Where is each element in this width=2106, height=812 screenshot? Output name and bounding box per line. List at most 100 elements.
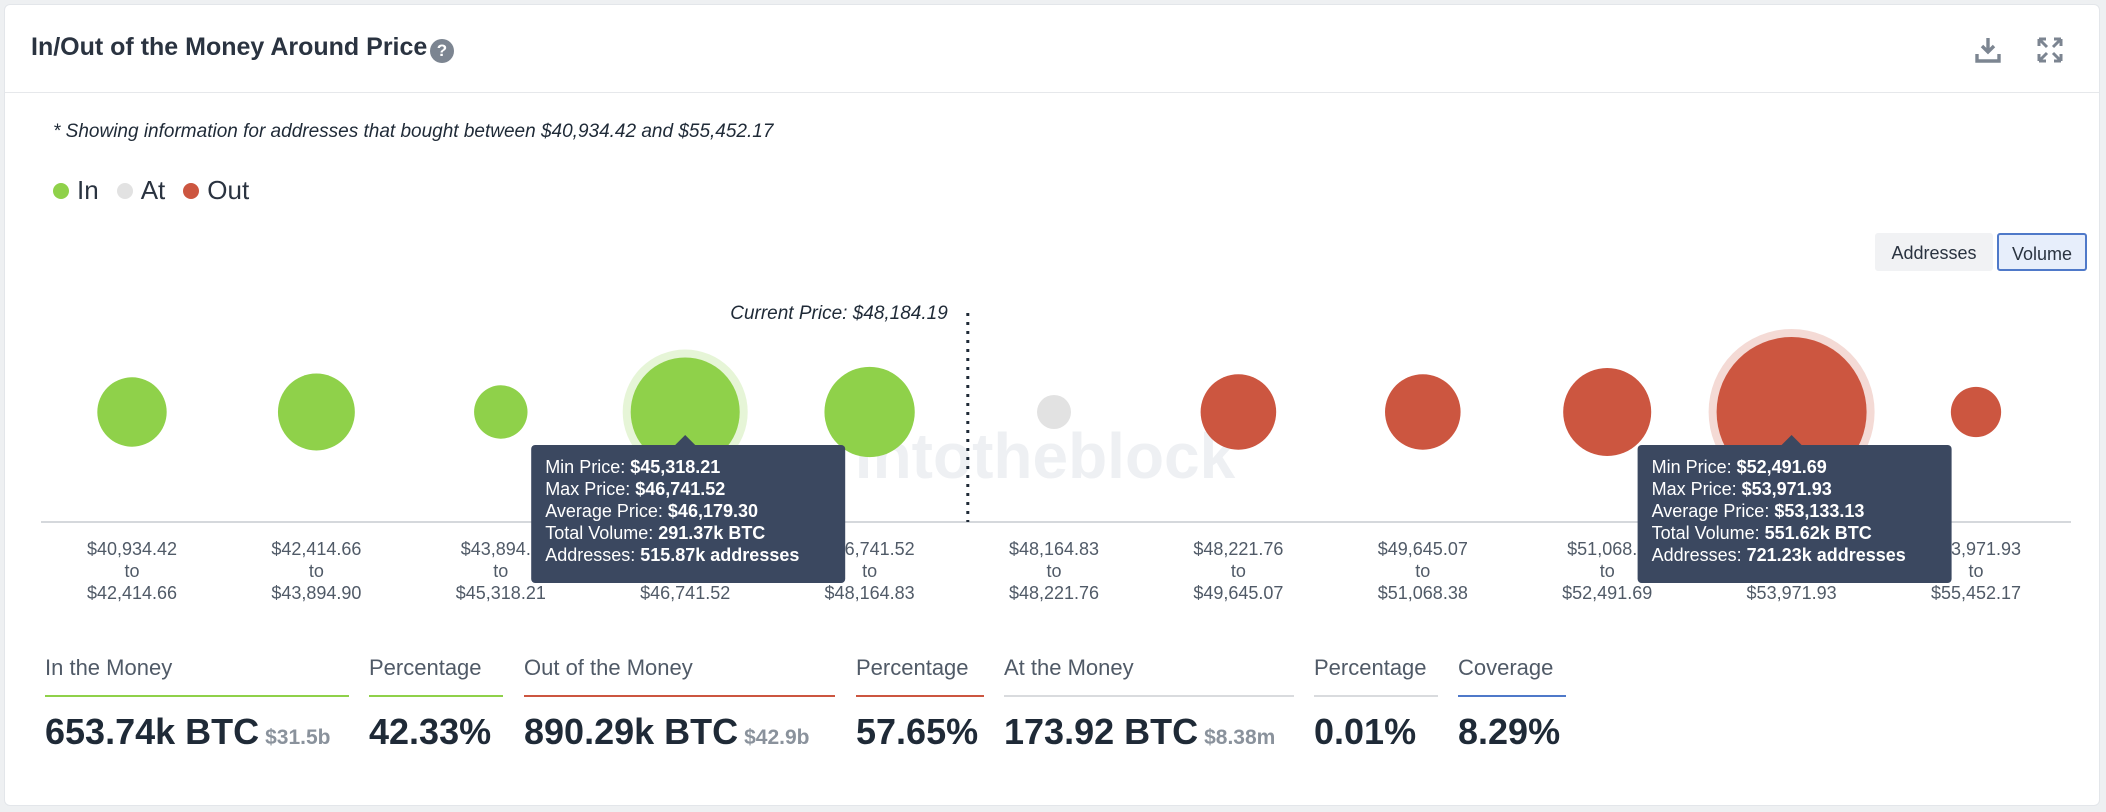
card-header: In/Out of the Money Around Price ? xyxy=(5,5,2099,93)
chart-card: In/Out of the Money Around Price ? * Sho… xyxy=(4,4,2100,806)
x-tick-label: to xyxy=(1600,561,1615,581)
expand-icon[interactable] xyxy=(2035,35,2065,65)
stat-at-value: 173.92 BTC xyxy=(1004,711,1199,752)
legend: In At Out xyxy=(53,175,249,206)
bubble-out[interactable] xyxy=(1385,374,1461,450)
bubble-out[interactable] xyxy=(1200,374,1277,450)
stat-in-value: 653.74k BTC xyxy=(45,711,260,752)
bubble-in[interactable] xyxy=(474,385,528,439)
stat-out-label: Out of the Money xyxy=(524,655,835,697)
stat-in-label: In the Money xyxy=(45,655,349,697)
x-tick-label: to xyxy=(124,561,139,581)
tooltip-line: Average Price: $46,179.30 xyxy=(545,501,758,521)
x-tick-label: $42,414.66 xyxy=(87,583,177,603)
stat-in-the-money: In the Money 653.74k BTC $31.5b xyxy=(45,655,349,753)
x-tick-label: $49,645.07 xyxy=(1378,539,1468,559)
legend-dot-in xyxy=(53,182,69,199)
x-tick-label: $48,221.76 xyxy=(1193,539,1283,559)
stat-at-value-row: 173.92 BTC $8.38m xyxy=(1004,711,1294,753)
bubble-in[interactable] xyxy=(824,366,915,458)
stat-at-label: At the Money xyxy=(1004,655,1294,697)
x-tick-label: $40,934.42 xyxy=(87,539,177,559)
tooltip-line: Max Price: $46,741.52 xyxy=(545,479,725,499)
stat-out-pct-value: 57.65% xyxy=(856,711,979,752)
x-tick-label: to xyxy=(1231,561,1246,581)
tooltip-pointer xyxy=(675,435,696,445)
tooltip-box xyxy=(531,445,846,583)
stat-coverage-value: 8.29% xyxy=(1458,711,1561,752)
bubble-in[interactable] xyxy=(277,373,355,451)
addresses-toggle-button[interactable]: Addresses xyxy=(1875,233,1993,271)
stat-in-value-row: 653.74k BTC $31.5b xyxy=(45,711,349,753)
stat-out-usd: $42.9b xyxy=(744,726,810,749)
x-tick-label: to xyxy=(309,561,324,581)
question-circle-icon[interactable]: ? xyxy=(430,39,454,63)
stat-out-of-the-money: Out of the Money 890.29k BTC $42.9b xyxy=(524,655,835,753)
legend-item-out[interactable]: Out xyxy=(183,175,249,206)
bubble-in[interactable] xyxy=(97,377,167,447)
stat-out-value: 890.29k BTC xyxy=(524,711,739,752)
x-tick-label: $51,068.3 xyxy=(1567,539,1647,559)
current-price-label: Current Price: $48,184.19 xyxy=(730,303,948,324)
legend-label-out: Out xyxy=(207,175,250,205)
tooltip-pointer xyxy=(1781,435,1802,445)
x-tick-label: $53,971.93 xyxy=(1747,583,1837,603)
legend-label-at: At xyxy=(140,175,166,205)
bubble-out[interactable] xyxy=(1563,367,1652,457)
x-tick-label: $48,164.83 xyxy=(825,583,915,603)
tooltip-box xyxy=(1637,445,1952,583)
tooltip-line: Total Volume: 551.62k BTC xyxy=(1652,523,1872,543)
card-title: In/Out of the Money Around Price xyxy=(31,33,428,61)
stat-out-pct-label: Percentage xyxy=(856,655,984,697)
tooltip-line: Addresses: 721.23k addresses xyxy=(1652,545,1906,565)
tooltip-line: Max Price: $53,971.93 xyxy=(1652,479,1832,499)
stat-at-pct-label: Percentage xyxy=(1314,655,1438,697)
stat-in-pct-value: 42.33% xyxy=(369,711,492,752)
watermark-text: intotheblock xyxy=(855,420,1236,492)
bubble-out[interactable] xyxy=(1950,386,2002,438)
stat-coverage: Coverage 8.29% xyxy=(1458,655,1566,753)
stat-at-pct-value: 0.01% xyxy=(1314,711,1417,752)
bubble-at[interactable] xyxy=(1037,395,1071,429)
x-tick-label: $53,971.93 xyxy=(1931,539,2021,559)
tooltip-line: Average Price: $53,133.13 xyxy=(1652,501,1865,521)
stat-in-percentage: Percentage 42.33% xyxy=(369,655,503,753)
stat-out-value-row: 890.29k BTC $42.9b xyxy=(524,711,835,753)
legend-item-at[interactable]: At xyxy=(116,175,166,206)
x-tick-label: $52,491.69 xyxy=(1562,583,1652,603)
bubble-in[interactable] xyxy=(630,357,740,467)
x-tick-label: $49,645.07 xyxy=(1193,583,1283,603)
legend-dot-out xyxy=(183,182,200,199)
x-tick-label: to xyxy=(1968,561,1983,581)
legend-item-in[interactable]: In xyxy=(53,175,99,206)
x-tick-label: $46,741.52 xyxy=(825,539,915,559)
bubble-chart: intotheblock Current Price: $48,184.19 $40… xyxy=(41,303,2071,603)
x-tick-label: $43,894.90 xyxy=(271,583,361,603)
x-tick-label: to xyxy=(862,561,877,581)
x-tick-label: to xyxy=(493,561,508,581)
volume-toggle-button[interactable]: Volume xyxy=(1997,233,2087,271)
stat-coverage-label: Coverage xyxy=(1458,655,1566,697)
x-tick-label: $48,221.76 xyxy=(1009,583,1099,603)
x-tick-label: $51,068.38 xyxy=(1378,583,1468,603)
stat-in-pct-label: Percentage xyxy=(369,655,503,697)
stat-at-percentage: Percentage 0.01% xyxy=(1314,655,1438,753)
x-tick-label: $55,452.17 xyxy=(1931,583,2021,603)
legend-label-in: In xyxy=(77,175,99,205)
x-tick-label: $42,414.66 xyxy=(271,539,361,559)
tooltip-line: Min Price: $52,491.69 xyxy=(1652,457,1827,477)
x-tick-label: to xyxy=(1415,561,1430,581)
download-icon[interactable] xyxy=(1973,35,2003,65)
range-note: * Showing information for addresses that… xyxy=(53,121,774,142)
stat-in-usd: $31.5b xyxy=(265,726,331,749)
tooltip-line: Total Volume: 291.37k BTC xyxy=(545,523,765,543)
tooltip-line: Min Price: $45,318.21 xyxy=(545,457,720,477)
stat-at-usd: $8.38m xyxy=(1204,726,1276,749)
x-tick-label: $43,894.9 xyxy=(461,539,541,559)
x-tick-label: $46,741.52 xyxy=(640,583,730,603)
x-tick-label: $48,164.83 xyxy=(1009,539,1099,559)
stat-out-percentage: Percentage 57.65% xyxy=(856,655,984,753)
stat-at-the-money: At the Money 173.92 BTC $8.38m xyxy=(1004,655,1294,753)
